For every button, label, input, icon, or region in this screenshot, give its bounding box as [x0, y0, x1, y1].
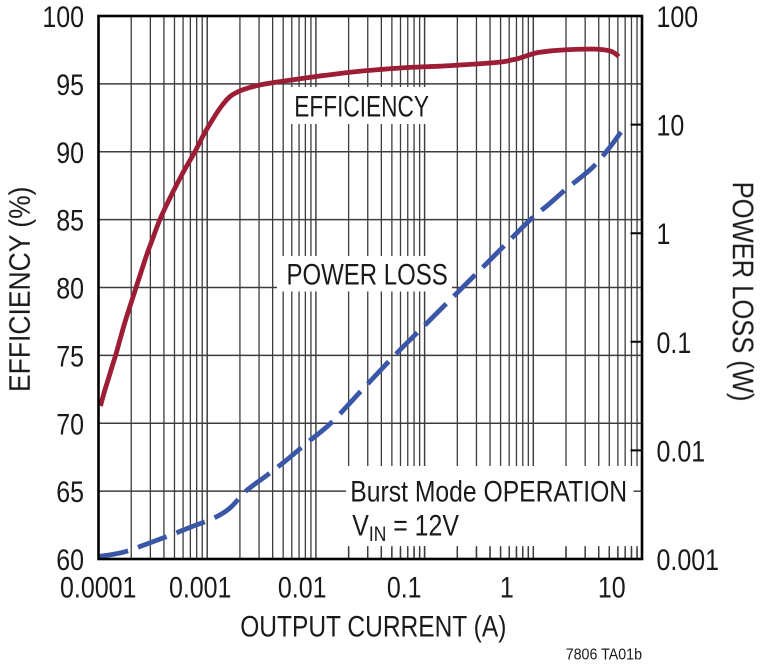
svg-text:75: 75 — [56, 339, 84, 373]
svg-text:7806 TA01b: 7806 TA01b — [566, 647, 642, 664]
svg-text:80: 80 — [56, 271, 84, 305]
svg-text:0.001: 0.001 — [169, 570, 232, 604]
svg-text:1: 1 — [500, 570, 514, 604]
svg-text:OUTPUT CURRENT (A): OUTPUT CURRENT (A) — [240, 609, 506, 643]
svg-text:POWER LOSS: POWER LOSS — [287, 257, 448, 291]
svg-text:70: 70 — [56, 407, 84, 441]
svg-text:10: 10 — [657, 108, 685, 142]
svg-text:POWER LOSS (W): POWER LOSS (W) — [726, 182, 759, 402]
svg-text:100: 100 — [657, 0, 699, 34]
svg-text:60: 60 — [56, 543, 84, 577]
svg-text:0.1: 0.1 — [657, 326, 692, 360]
svg-text:85: 85 — [56, 203, 84, 237]
svg-text:0.01: 0.01 — [657, 434, 706, 468]
svg-text:0.0001: 0.0001 — [60, 570, 136, 604]
svg-text:0.1: 0.1 — [387, 570, 422, 604]
svg-text:1: 1 — [657, 217, 671, 251]
svg-text:0.01: 0.01 — [278, 570, 327, 604]
svg-text:65: 65 — [56, 475, 84, 509]
svg-text:90: 90 — [56, 136, 84, 170]
svg-text:Burst Mode OPERATION: Burst Mode OPERATION — [350, 474, 627, 508]
svg-text:VIN = 12V: VIN = 12V — [352, 508, 459, 546]
svg-text:10: 10 — [598, 570, 626, 604]
svg-text:0.001: 0.001 — [657, 543, 720, 577]
svg-text:100: 100 — [42, 0, 84, 34]
svg-text:95: 95 — [56, 68, 84, 102]
svg-text:EFFICIENCY (%): EFFICIENCY (%) — [2, 187, 36, 392]
svg-text:EFFICIENCY: EFFICIENCY — [294, 89, 429, 123]
